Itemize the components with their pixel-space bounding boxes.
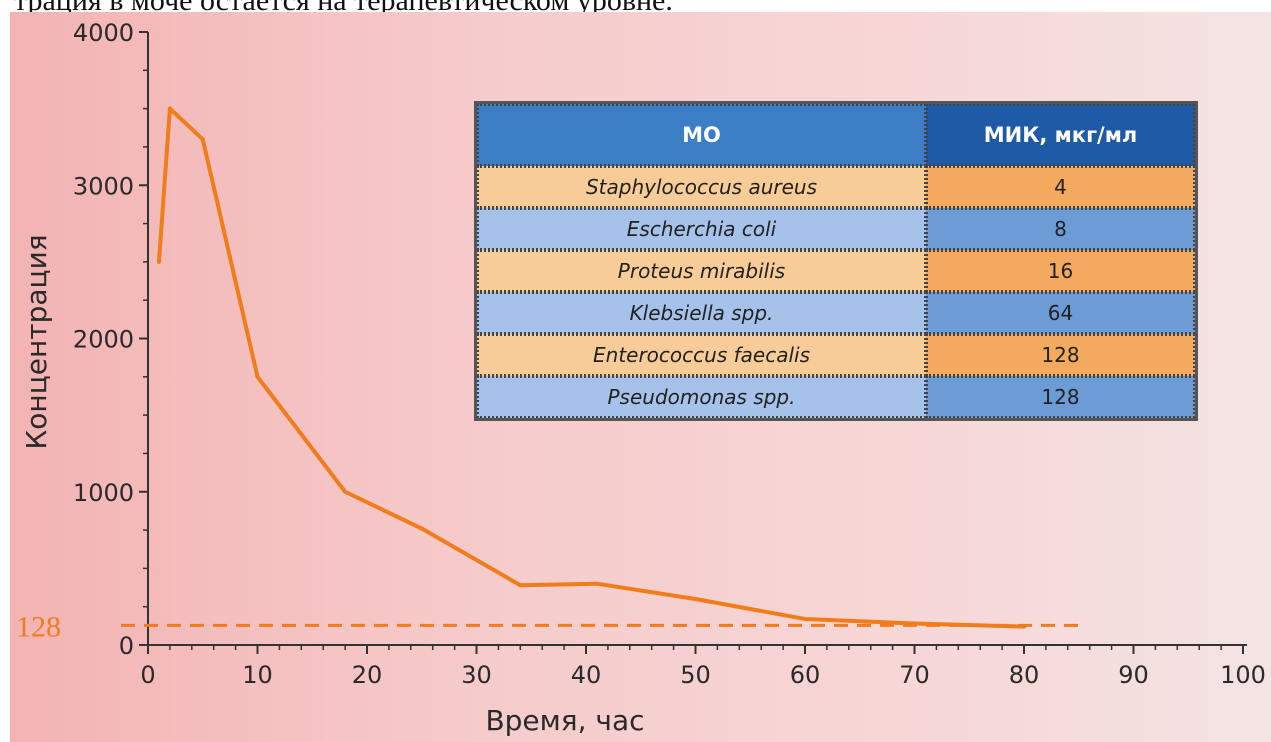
x-tick-label: 30 [461,661,492,689]
x-tick-label: 70 [899,661,930,689]
x-tick-label: 50 [680,661,711,689]
x-axis-title: Время, час [485,704,644,737]
organism-cell: Pseudomonas spp. [477,376,926,418]
mic-value-cell: 16 [926,250,1195,292]
data-point [255,374,260,379]
x-tick-label: 80 [1009,661,1040,689]
table-row: Klebsiella spp. 64 [477,292,1195,334]
organism-cell: Staphylococcus aureus [477,166,926,208]
x-tick-label: 60 [790,661,821,689]
table-row: Escherchia coli 8 [477,208,1195,250]
mic-table: МО МИК, мкг/мл Staphylococcus aureus 4 Esc… [474,101,1198,421]
x-tick-label: 20 [352,661,383,689]
data-point [594,581,599,586]
organism-cell: Escherchia coli [477,208,926,250]
mic-value-cell: 64 [926,292,1195,334]
data-point [1022,624,1026,629]
data-point [200,137,205,142]
y-tick-label: 3000 [73,172,134,200]
column-header-mic: МИК, мкг/мл [926,104,1195,166]
x-tick-label: 40 [571,661,602,689]
table-row: Pseudomonas spp. 128 [477,376,1195,418]
x-tick-label: 100 [1220,661,1266,689]
x-tick-label: 10 [242,661,273,689]
mic-value-cell: 4 [926,166,1195,208]
mic-table-header-row: МО МИК, мкг/мл [477,104,1195,166]
table-row: Proteus mirabilis 16 [477,250,1195,292]
y-tick-label: 2000 [73,326,134,354]
y-tick-label: 0 [119,632,134,660]
organism-cell: Proteus mirabilis [477,250,926,292]
data-point [156,259,161,264]
concentration-series-line [156,106,1026,629]
mic-value-cell: 128 [926,334,1195,376]
x-tick-label: 0 [140,661,155,689]
mic-value-cell: 128 [926,376,1195,418]
x-tick-label: 90 [1118,661,1149,689]
data-point [518,583,523,588]
y-tick-label: 1000 [73,479,134,507]
threshold-label: 128 [16,610,61,643]
organism-cell: Klebsiella spp. [477,292,926,334]
y-axis-title: Концентрация [20,234,53,449]
y-tick-label: 4000 [73,19,134,47]
column-header-organism: МО [477,104,926,166]
table-row: Staphylococcus aureus 4 [477,166,1195,208]
table-row: Enterococcus faecalis 128 [477,334,1195,376]
data-point [803,616,807,621]
data-point [167,106,172,111]
mic-value-cell: 8 [926,208,1195,250]
data-point [343,489,348,494]
data-point [419,526,424,531]
data-point [693,597,698,602]
organism-cell: Enterococcus faecalis [477,334,926,376]
data-point [912,621,917,626]
